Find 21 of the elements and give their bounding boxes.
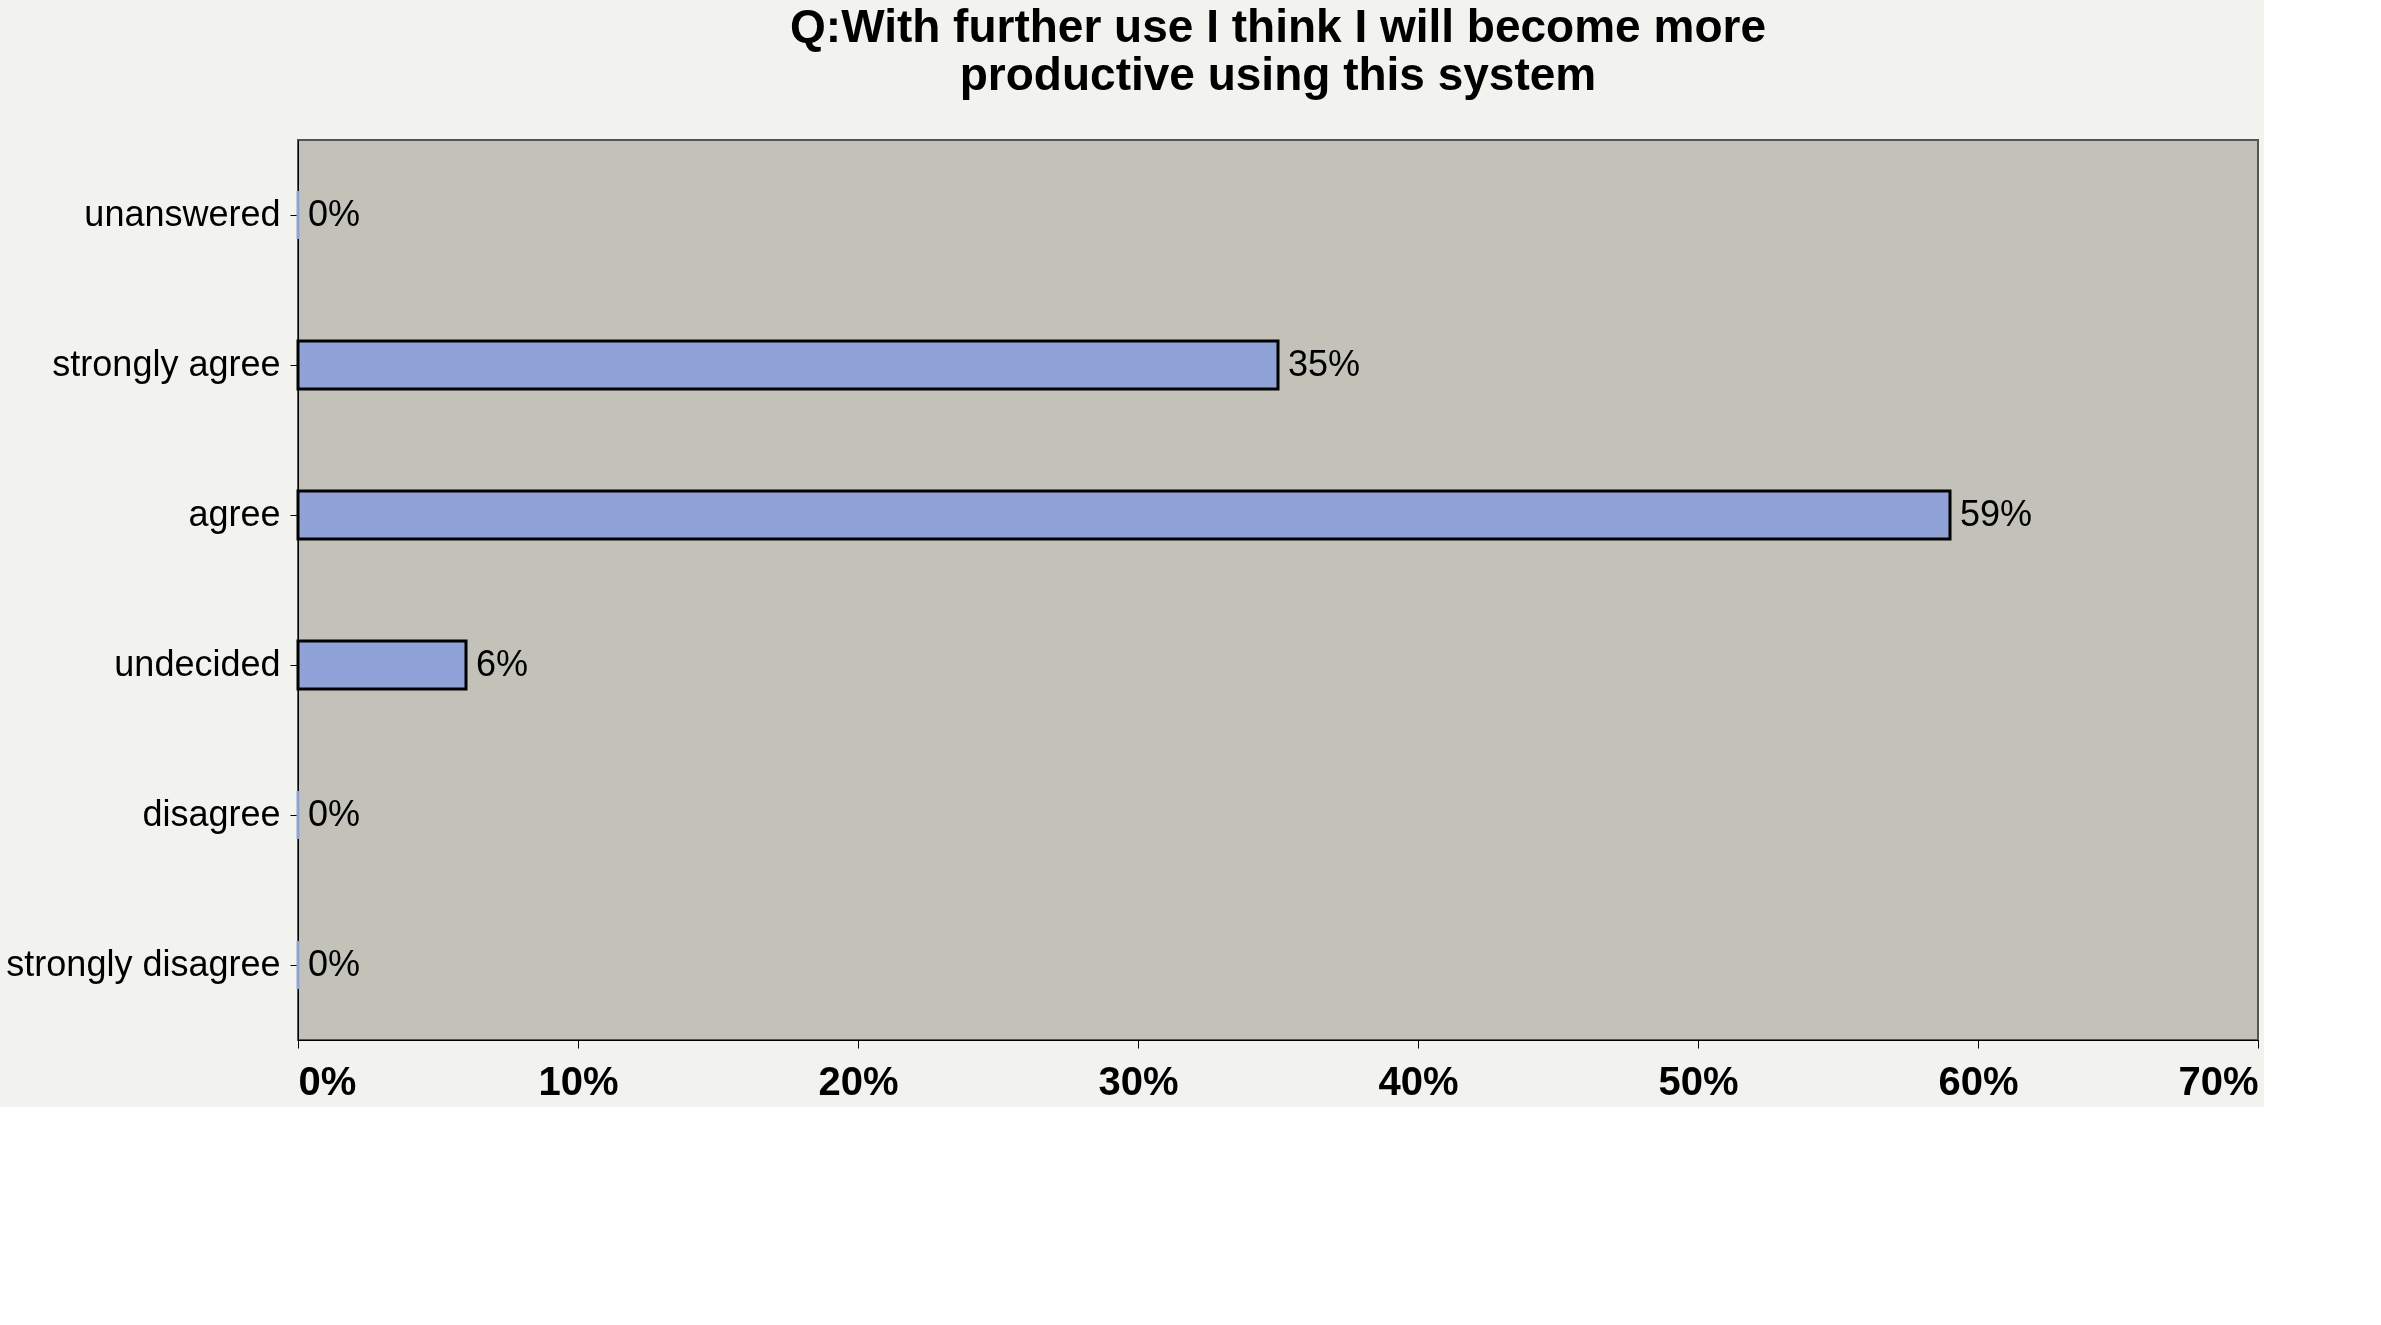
data-label: 59% bbox=[1960, 493, 2033, 534]
chart-title: Q:With further use I think I will become more productive using this system bbox=[790, 0, 1766, 100]
x-tick-label: 40% bbox=[1378, 1058, 1459, 1103]
x-tick-label: 60% bbox=[1938, 1058, 2019, 1103]
x-tick-label: 20% bbox=[818, 1058, 899, 1103]
y-tick-label: disagree bbox=[142, 793, 281, 834]
y-tick-label: agree bbox=[188, 493, 281, 534]
x-tick-label: 0% bbox=[298, 1058, 357, 1103]
y-tick-label: strongly disagree bbox=[6, 943, 281, 984]
x-tick-label: 30% bbox=[1098, 1058, 1179, 1103]
data-label: 0% bbox=[308, 943, 361, 984]
x-tick-label: 10% bbox=[538, 1058, 619, 1103]
data-label: 35% bbox=[1288, 343, 1361, 384]
y-tick-label: strongly agree bbox=[52, 343, 281, 384]
x-tick-label: 50% bbox=[1658, 1058, 1739, 1103]
data-label: 0% bbox=[308, 793, 361, 834]
data-label: 0% bbox=[308, 193, 361, 234]
y-tick-label: unanswered bbox=[84, 193, 281, 234]
data-label: 6% bbox=[476, 643, 529, 684]
x-tick-label: 70% bbox=[2178, 1058, 2259, 1103]
y-tick-label: undecided bbox=[114, 643, 281, 684]
